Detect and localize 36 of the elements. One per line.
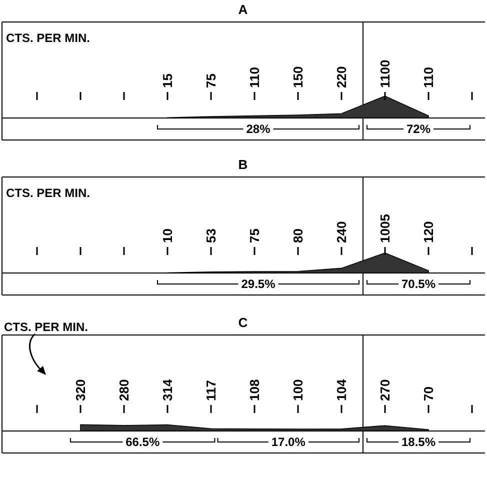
data-label: 10 <box>160 228 175 243</box>
chart-title: B <box>238 157 248 172</box>
data-label: 270 <box>378 379 392 401</box>
data-label: 320 <box>73 379 88 401</box>
data-label: 314 <box>160 378 175 401</box>
data-label: 220 <box>334 66 349 88</box>
chart-title: C <box>238 315 248 330</box>
data-label: 110 <box>247 67 262 88</box>
text: 18.5% <box>401 435 436 449</box>
data-label: 80 <box>290 228 306 243</box>
text: 72% <box>406 122 431 136</box>
text: 70.5% <box>401 277 436 291</box>
data-label: 104 <box>334 378 349 401</box>
data-label: 70 <box>421 386 436 401</box>
text: CTS. PER MIN. <box>4 320 88 334</box>
data-label: 108 <box>247 379 262 401</box>
data-label: 120 <box>421 221 436 243</box>
data-label: 150 <box>290 66 306 88</box>
data-label: 75 <box>247 228 262 243</box>
text: CTS. PER MIN. <box>6 186 90 200</box>
data-label: 75 <box>204 74 218 88</box>
data-label: 100 <box>290 379 306 401</box>
data-label: 280 <box>116 379 132 401</box>
data-label: 1005 <box>378 214 392 243</box>
data-label: 53 <box>204 228 218 243</box>
text: 29.5% <box>241 277 276 291</box>
text: 66.5% <box>126 435 160 449</box>
text: CTS. PER MIN. <box>6 31 90 45</box>
text: 17.0% <box>271 435 306 449</box>
data-label: 240 <box>334 221 349 243</box>
data-label: 15 <box>160 74 175 88</box>
data-label: 117 <box>204 380 218 401</box>
text: 28% <box>246 122 271 136</box>
chart-title: A <box>238 2 248 17</box>
data-label: 1100 <box>378 60 392 88</box>
data-label: 110 <box>421 67 436 88</box>
